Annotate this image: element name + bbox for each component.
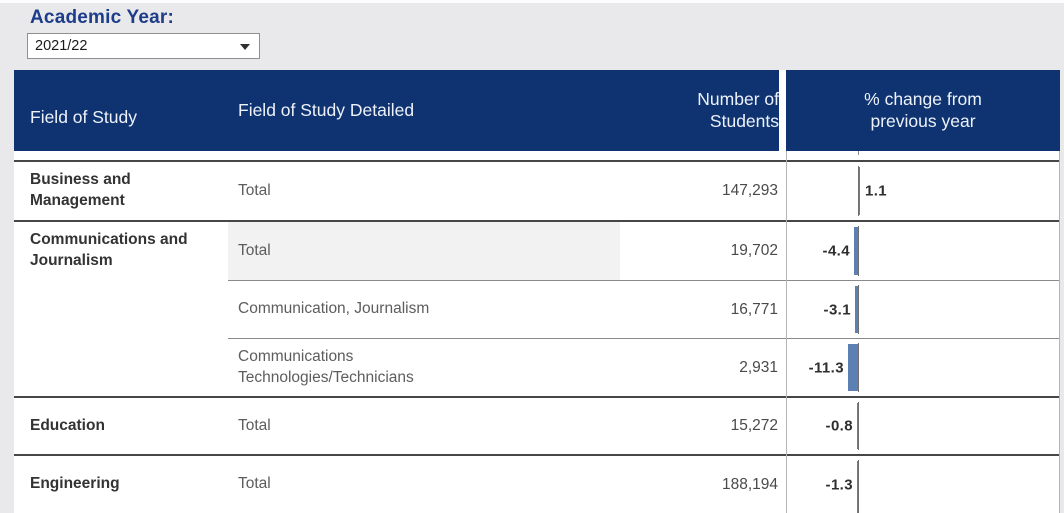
- pct-bar[interactable]: [855, 286, 858, 333]
- pct-cell[interactable]: -4.4: [786, 222, 1060, 280]
- students-cell[interactable]: 147,293: [721, 182, 778, 199]
- group-separator: [14, 396, 1060, 398]
- zero-axis: [858, 285, 859, 334]
- table-row: Communications and Journalism Total 19,7…: [14, 222, 1060, 280]
- pct-cell[interactable]: 1.1: [786, 162, 1060, 220]
- pct-value: -1.3: [825, 476, 853, 493]
- zero-axis: [858, 166, 859, 216]
- table-row: Engineering Total 188,194 -1.3: [14, 456, 1060, 513]
- axis-tick-row: [14, 151, 1060, 162]
- pct-cell[interactable]: -0.8: [786, 398, 1060, 454]
- students-cell[interactable]: 19,702: [730, 242, 778, 259]
- pct-value: -11.3: [808, 359, 844, 376]
- pct-bar[interactable]: [857, 403, 858, 449]
- header-column-divider: [779, 70, 786, 151]
- pct-bar[interactable]: [854, 227, 858, 275]
- header-field-of-study-detailed: Field of Study Detailed: [228, 70, 620, 151]
- detailed-cell[interactable]: Communication, Journalism: [238, 300, 430, 318]
- pct-cell[interactable]: -1.3: [786, 456, 1060, 513]
- table-row: Communications Technologies/Technicians …: [14, 339, 1060, 396]
- field-cell[interactable]: Engineering: [30, 475, 120, 493]
- table-row: Education Total 15,272 -0.8: [14, 398, 1060, 454]
- detailed-cell[interactable]: Total: [238, 181, 271, 199]
- sub-row-separator: [228, 280, 1060, 281]
- students-cell[interactable]: 16,771: [730, 300, 778, 318]
- pct-value: -3.1: [823, 301, 851, 318]
- field-cell[interactable]: Communications and Journalism: [30, 231, 188, 269]
- pct-cell[interactable]: -11.3: [786, 339, 1060, 396]
- header-pct-change: % change from previous year: [786, 70, 1060, 151]
- group-separator: [14, 160, 1060, 162]
- data-table: Field of Study Field of Study Detailed N…: [14, 70, 1060, 513]
- chevron-down-icon[interactable]: [240, 44, 250, 50]
- header-number-of-students: Number of Students: [620, 70, 779, 151]
- detailed-cell[interactable]: Total: [238, 416, 271, 434]
- detailed-cell[interactable]: Communications Technologies/Technicians: [238, 348, 414, 386]
- zero-axis: [858, 226, 859, 276]
- field-cell[interactable]: Business and Management: [30, 171, 131, 209]
- group-separator: [14, 220, 1060, 222]
- students-cell[interactable]: 15,272: [730, 417, 778, 434]
- pct-bar[interactable]: [859, 167, 860, 215]
- table-row: Communication, Journalism 16,771 -3.1: [14, 281, 1060, 338]
- detailed-cell-highlighted[interactable]: Total: [228, 222, 620, 280]
- field-cell: [14, 339, 228, 396]
- academic-year-label: Academic Year:: [30, 7, 174, 28]
- pct-column-left-border: [786, 151, 787, 513]
- top-strip: [0, 0, 1064, 3]
- pct-bar[interactable]: [857, 461, 858, 513]
- pct-value: -0.8: [825, 417, 853, 435]
- pct-bar[interactable]: [848, 344, 858, 391]
- academic-year-value: 2021/22: [35, 38, 88, 54]
- pct-value: 1.1: [865, 182, 888, 200]
- sub-row-separator: [228, 338, 1060, 339]
- zero-axis-tick: [858, 151, 859, 155]
- zero-axis: [858, 460, 859, 513]
- zero-axis: [858, 343, 859, 392]
- header-field-of-study: Field of Study: [14, 70, 228, 151]
- table-header: Field of Study Field of Study Detailed N…: [14, 70, 1060, 151]
- pct-column-right-border: [1059, 151, 1060, 513]
- field-cell[interactable]: Education: [30, 416, 105, 434]
- academic-year-dropdown[interactable]: 2021/22: [27, 33, 260, 59]
- table-row: Business and Management Total 147,293 1.…: [14, 162, 1060, 220]
- zero-axis: [858, 402, 859, 450]
- field-cell: [14, 281, 228, 338]
- pct-value: -4.4: [822, 242, 850, 260]
- pct-cell[interactable]: -3.1: [786, 281, 1060, 338]
- detailed-cell[interactable]: Total: [238, 475, 271, 493]
- group-separator: [14, 454, 1060, 456]
- students-cell[interactable]: 188,194: [721, 475, 778, 493]
- students-cell[interactable]: 2,931: [739, 358, 778, 376]
